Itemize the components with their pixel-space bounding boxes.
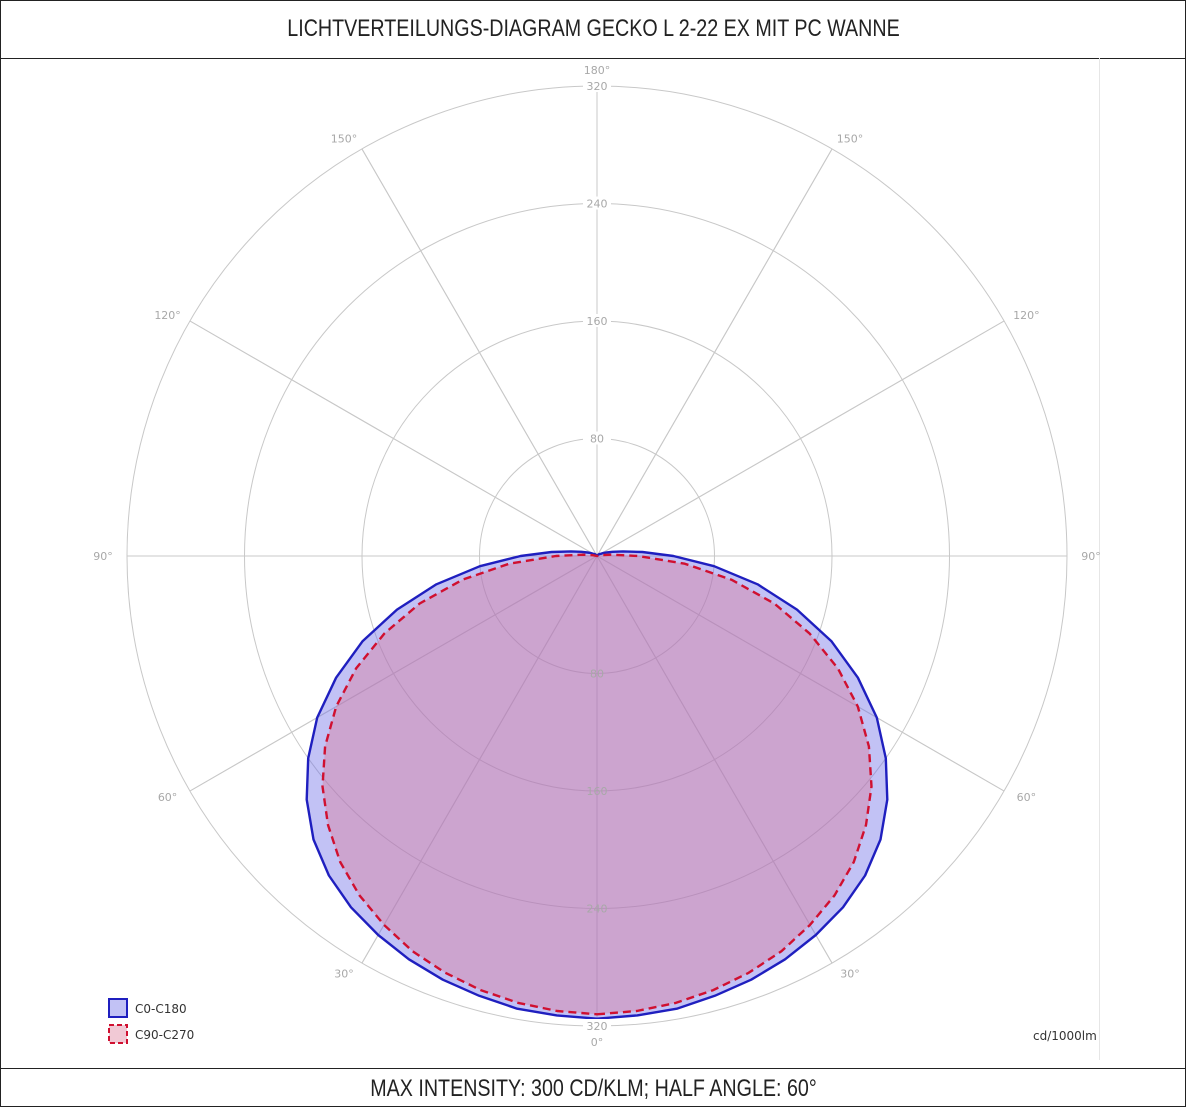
legend-label-c0-c180: C0-C180 xyxy=(135,1002,187,1016)
ring-label-top-320: 320 xyxy=(587,80,608,93)
angle-label-right-30: 30° xyxy=(840,967,860,980)
ring-label-top-80: 80 xyxy=(590,433,604,446)
ring-label-bg xyxy=(583,431,611,445)
footer-divider xyxy=(1,1068,1186,1069)
title-divider xyxy=(1,58,1186,59)
legend-swatch-c90-c270 xyxy=(108,1024,128,1044)
legend-label-c90-c270: C90-C270 xyxy=(135,1028,194,1042)
unit-label: cd/1000lm xyxy=(1033,1029,1097,1043)
ring-label-bottom-320: 320 xyxy=(587,1020,608,1033)
angle-label-right-90: 90° xyxy=(1081,550,1101,563)
footer-text: MAX INTENSITY: 300 CD/KLM; HALF ANGLE: 6… xyxy=(370,1075,817,1102)
polar-chart: 80 80 160 160 240 240 320 320 180° 0° 30° 30° 60° 60°… xyxy=(93,64,1101,1049)
legend: C0-C180 C90-C270 xyxy=(108,998,194,1044)
angle-label-left-60: 60° xyxy=(158,791,178,804)
angle-label-left-30: 30° xyxy=(334,967,354,980)
plot-area-edge xyxy=(1099,58,1100,1060)
page-title: LICHTVERTEILUNGS-DIAGRAM GECKO L 2-22 EX… xyxy=(287,15,900,42)
series-c90-c270-curve xyxy=(321,553,873,1016)
angle-label-right-120: 120° xyxy=(1013,309,1040,322)
ring-label-bottom-80: 80 xyxy=(590,668,604,681)
ring-label-bg xyxy=(583,1019,611,1032)
angle-label-left-90: 90° xyxy=(93,550,113,563)
ring-label-bottom-240: 240 xyxy=(587,903,608,916)
series-layer xyxy=(305,550,889,1020)
legend-swatch-c0-c180 xyxy=(108,998,128,1018)
ring-label-top-240: 240 xyxy=(587,198,608,211)
ring-label-bg xyxy=(583,314,611,327)
angle-label-right-60: 60° xyxy=(1017,791,1037,804)
ring-label-bg xyxy=(583,196,611,210)
angle-label-left-150: 150° xyxy=(331,133,358,146)
ring-label-bg xyxy=(583,79,611,92)
ring-label-bottom-160: 160 xyxy=(587,785,608,798)
axis-labels: 80 80 160 160 240 240 320 320 180° 0° 30° 30° 60° 60°… xyxy=(93,64,1101,1049)
angle-label-left-120: 120° xyxy=(154,309,181,322)
angle-label-right-150: 150° xyxy=(837,133,864,146)
ring-label-top-160: 160 xyxy=(587,315,608,328)
angle-label-0: 0° xyxy=(591,1036,604,1049)
angle-label-180: 180° xyxy=(584,64,611,77)
